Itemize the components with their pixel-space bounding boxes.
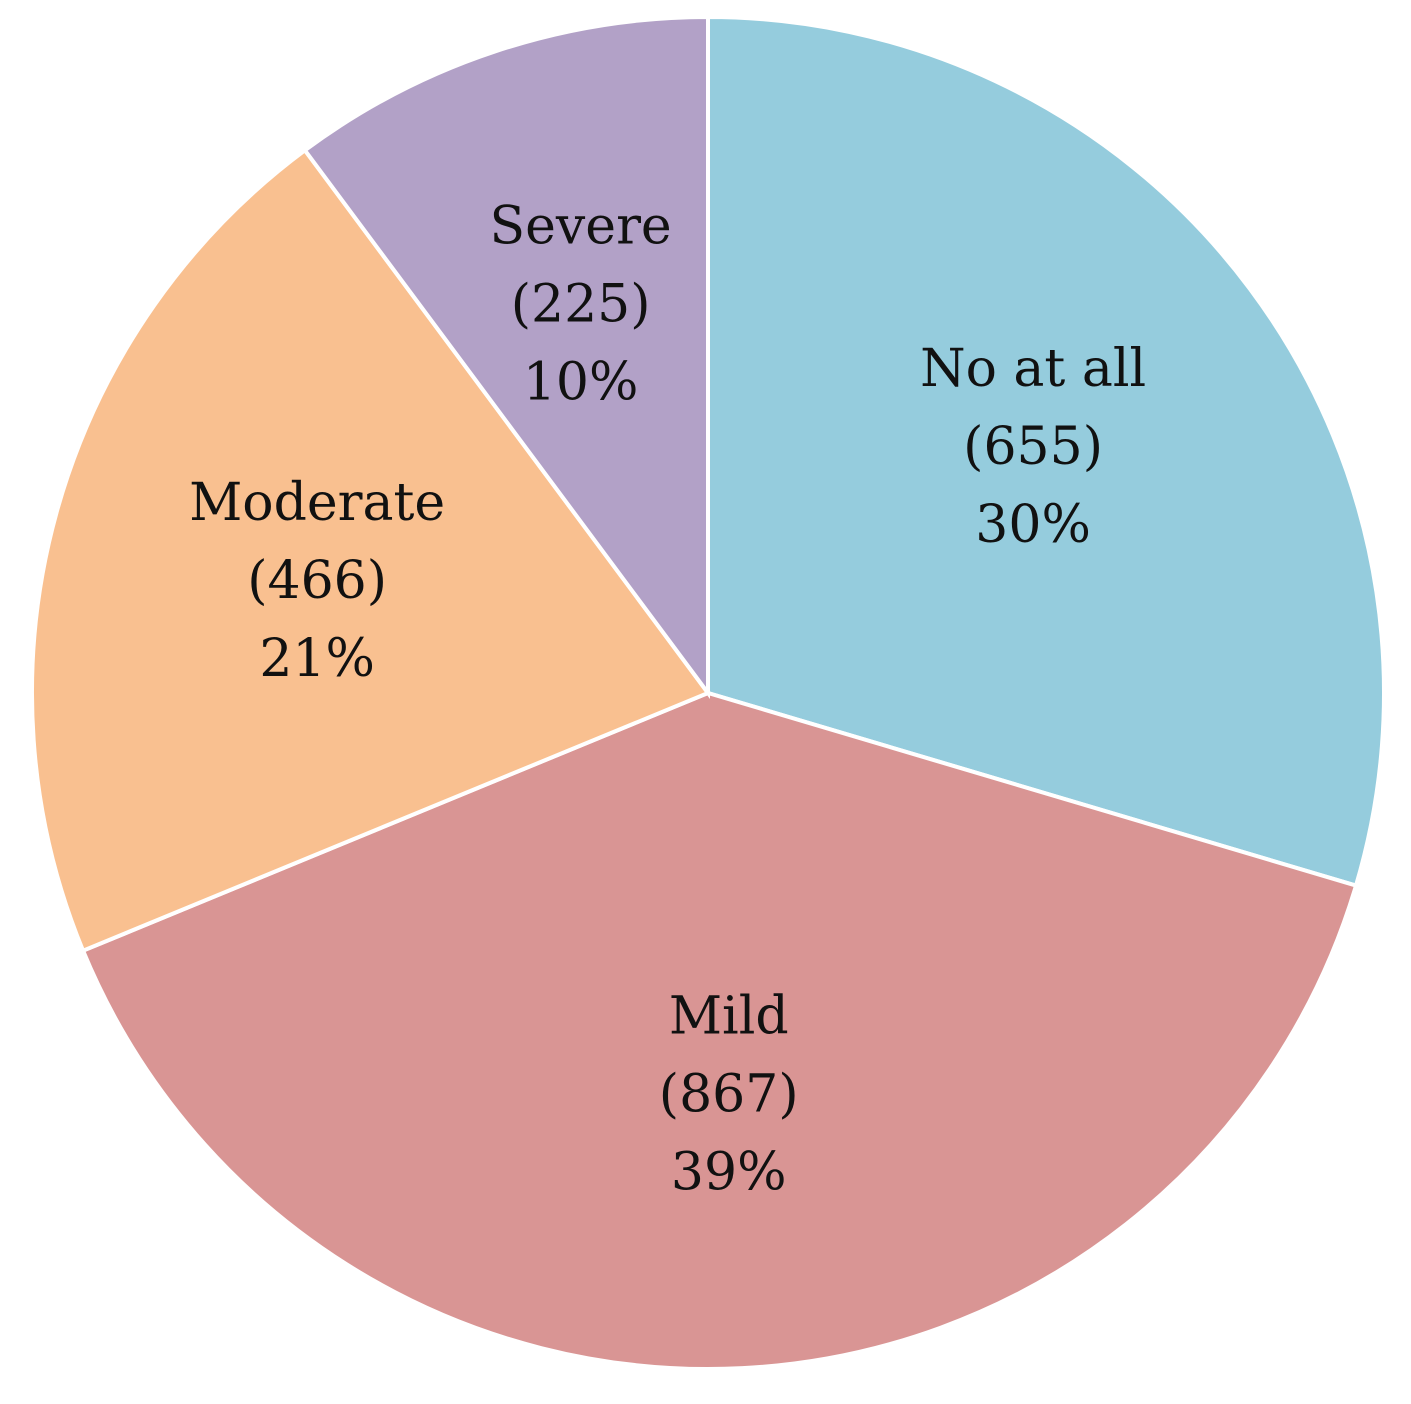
- slice-label-severe-name: Severe: [490, 196, 672, 256]
- slice-label-mild-percent: 39%: [671, 1143, 787, 1203]
- slices-layer: [30, 14, 1386, 1372]
- slice-label-severe-count: (225): [511, 274, 651, 334]
- slice-label-mild-count: (867): [659, 1065, 799, 1125]
- slice-label-moderate-count: (466): [247, 551, 387, 611]
- slice-label-no-at-all-percent: 30%: [975, 495, 1091, 555]
- slice-label-no-at-all-name: No at all: [920, 339, 1146, 399]
- slice-label-moderate-name: Moderate: [189, 473, 445, 533]
- slice-label-no-at-all-count: (655): [963, 417, 1103, 477]
- pie-slice-severe: [302, 14, 710, 700]
- labels-layer: No at all (655) 30% Mild (867) 39% Moderate (46…: [189, 196, 1146, 1202]
- pie-slice-no-at-all: [706, 14, 1386, 889]
- slice-label-moderate-percent: 21%: [259, 629, 375, 689]
- pie-slice-mild: [80, 690, 1359, 1372]
- slice-label-mild-name: Mild: [669, 987, 789, 1047]
- slice-label-severe-percent: 10%: [523, 352, 639, 412]
- pie-slice-moderate: [30, 147, 712, 954]
